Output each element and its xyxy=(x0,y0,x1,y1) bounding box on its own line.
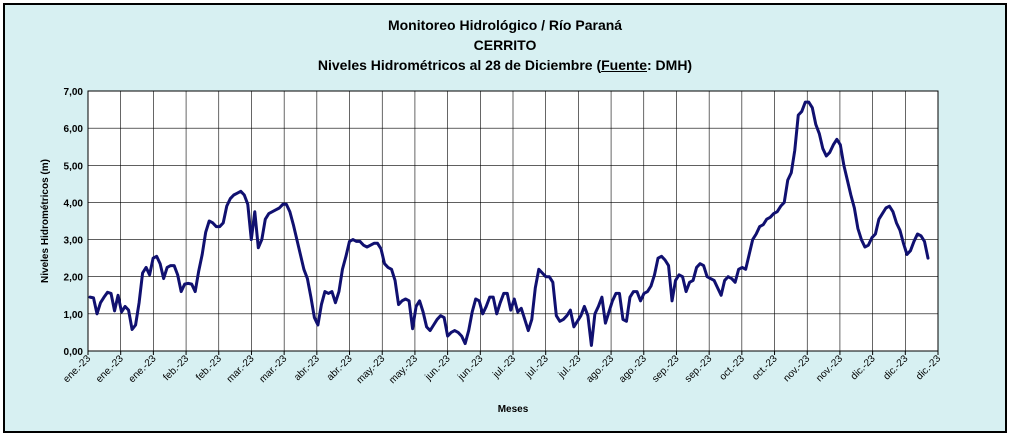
subtitle-prefix: Niveles Hidrométricos al 28 de Diciembre… xyxy=(317,57,602,73)
y-axis-label: Niveles Hidrométricos (m) xyxy=(40,159,51,283)
x-tick-label: jul.-23 xyxy=(556,353,584,381)
x-tick-label: dic.-23 xyxy=(881,353,910,382)
y-axis-ticks: 0,00 1,00 2,00 3,00 4,00 5,00 6,00 7,00 xyxy=(64,87,84,358)
x-tick-label: may.-23 xyxy=(387,353,420,386)
y-tick-label: 1,00 xyxy=(64,310,84,321)
x-tick-label: abr.-23 xyxy=(325,353,355,383)
subtitle-fuente: Fuente xyxy=(601,57,647,73)
y-tick-label: 4,00 xyxy=(64,198,84,209)
x-tick-label: feb.-23 xyxy=(161,353,191,383)
chart-titles: Monitoreo Hidrológico / Río Paraná CERRI… xyxy=(5,15,1005,75)
x-tick-label: may.-23 xyxy=(355,353,388,386)
x-tick-label: jun.-23 xyxy=(455,353,485,383)
x-axis-ticks: ene.-23 ene.-23 ene.-23 feb.-23 feb.-23 mar.-… xyxy=(61,351,943,386)
x-tick-label: ene.-23 xyxy=(94,353,126,385)
x-tick-label: abr.-23 xyxy=(292,353,322,383)
x-tick-label: nov.-23 xyxy=(814,353,845,384)
x-tick-label: sep.-23 xyxy=(650,353,682,385)
x-tick-label: sep.-23 xyxy=(683,353,715,385)
x-axis-label: Meses xyxy=(498,404,529,415)
y-tick-label: 5,00 xyxy=(64,161,84,172)
x-tick-label: jun.-23 xyxy=(423,353,453,383)
x-tick-label: ago.-23 xyxy=(617,353,649,385)
y-tick-label: 0,00 xyxy=(64,347,84,358)
x-tick-label: oct.-23 xyxy=(750,353,780,383)
y-tick-label: 6,00 xyxy=(64,124,84,135)
chart-subtitle-station: CERRITO xyxy=(473,37,537,53)
series-line-level xyxy=(88,100,930,347)
y-tick-label: 3,00 xyxy=(64,236,84,247)
x-tick-label: dic.-23 xyxy=(914,353,943,382)
chart-subtitle-date: Niveles Hidrométricos al 28 de Diciembre… xyxy=(5,55,1005,75)
x-tick-label: mar.-23 xyxy=(225,353,257,385)
y-tick-label: 7,00 xyxy=(64,87,84,98)
x-tick-label: mar.-23 xyxy=(258,353,290,385)
x-tick-label: ene.-23 xyxy=(127,353,159,385)
x-tick-label: ago.-23 xyxy=(584,353,616,385)
subtitle-suffix: : DMH) xyxy=(647,57,693,73)
x-tick-label: jul.-23 xyxy=(523,353,551,381)
x-tick-label: feb.-23 xyxy=(194,353,224,383)
chart-title: Monitoreo Hidrológico / Río Paraná xyxy=(387,17,623,33)
x-tick-label: oct.-23 xyxy=(718,353,748,383)
x-tick-label: dic.-23 xyxy=(849,353,878,382)
x-tick-label: jul.-23 xyxy=(490,353,518,381)
y-tick-label: 2,00 xyxy=(64,273,84,284)
x-tick-label: nov.-23 xyxy=(782,353,813,384)
